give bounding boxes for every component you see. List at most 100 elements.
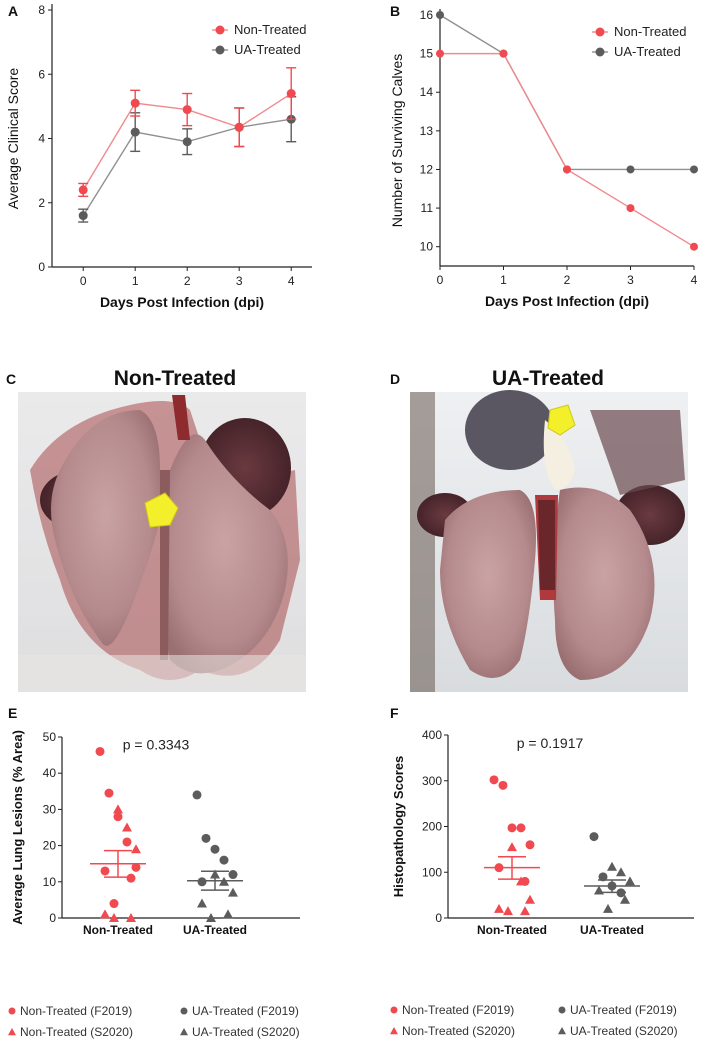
photo-d-letter: D	[390, 371, 400, 387]
y-tick-label: 14	[420, 85, 434, 99]
data-point-f2019	[100, 866, 110, 876]
photo-d: D UA-Treated	[390, 367, 688, 692]
x-tick-label: 4	[691, 273, 698, 287]
data-point-s2020	[616, 867, 626, 877]
y-axis-label: Average Clinical Score	[5, 68, 21, 210]
chart-f: 0 100 200 300 400 Histopathology Scores p = 0.…	[390, 728, 694, 1038]
legend-marker	[558, 1006, 566, 1014]
x-tick-label: 0	[437, 273, 444, 287]
data-point-s2020	[113, 804, 123, 814]
y-axis-label: Number of Surviving Calves	[389, 54, 405, 228]
y-tick-label: 8	[38, 3, 45, 17]
data-point-s2020	[131, 844, 141, 854]
data-point-s2020	[197, 898, 207, 908]
data-point	[436, 11, 444, 19]
data-point	[499, 49, 508, 58]
data-point-s2020	[520, 906, 530, 916]
x-tick-label: 4	[288, 274, 295, 288]
data-point	[130, 127, 140, 137]
data-point-s2020	[109, 913, 119, 922]
legend-label: UA-Treated	[614, 44, 681, 59]
data-point-s2020	[206, 913, 216, 922]
chart-e: 0 10 20 30 40 50 Average Lung Lesions (% Area)…	[8, 730, 300, 1039]
data-point-s2020	[122, 822, 132, 832]
data-point-s2020	[507, 842, 517, 852]
data-point	[690, 242, 698, 251]
data-point-s2020	[223, 909, 233, 919]
photo-d-title: UA-Treated	[492, 367, 604, 390]
photo-c: C Non-Treated	[6, 367, 306, 692]
y-tick-label: 0	[49, 911, 56, 925]
y-tick-label: 13	[420, 124, 434, 138]
data-point-f2019	[113, 812, 123, 822]
data-point-s2020	[594, 885, 604, 895]
photo-c-title: Non-Treated	[114, 367, 237, 390]
y-tick-label: 15	[420, 47, 434, 61]
data-point	[182, 105, 192, 115]
legend-marker	[595, 27, 605, 37]
data-point-s2020	[100, 909, 110, 919]
data-point	[436, 49, 444, 58]
data-point-f2019	[219, 855, 229, 865]
category-label: Non-Treated	[83, 923, 153, 937]
data-point-f2019	[192, 790, 202, 800]
x-axis-label: Days Post Infection (dpi)	[100, 294, 264, 310]
y-tick-label: 300	[422, 774, 442, 788]
panel-letter-f: F	[390, 705, 399, 721]
y-axis-label: Average Lung Lesions (% Area)	[10, 730, 25, 925]
legend-label: UA-Treated	[234, 42, 301, 57]
data-point-f2019	[210, 844, 220, 854]
panel-letter-e: E	[8, 705, 17, 721]
data-point-f2019	[104, 788, 114, 798]
legend-marker	[595, 47, 605, 57]
legend-marker	[215, 25, 225, 35]
photo-c-letter: C	[6, 371, 16, 387]
legend-marker	[215, 45, 225, 55]
y-tick-label: 11	[421, 201, 434, 215]
y-tick-label: 10	[420, 240, 434, 254]
category-label: Non-Treated	[477, 923, 547, 937]
y-tick-label: 100	[422, 865, 442, 879]
non-treated-lung-photo	[18, 392, 306, 692]
legend-marker	[180, 1007, 188, 1015]
legend-marker	[8, 1028, 16, 1036]
x-tick-label: 2	[184, 274, 191, 288]
legend-label: Non-Treated	[614, 24, 687, 39]
y-tick-label: 6	[38, 67, 45, 81]
legend-label: Non-Treated (F2019)	[20, 1004, 132, 1018]
x-tick-label: 2	[564, 273, 571, 287]
y-tick-label: 30	[43, 802, 57, 816]
x-tick-label: 3	[627, 273, 634, 287]
data-point-f2019	[228, 870, 238, 880]
series-line-non-treated	[440, 52, 695, 248]
legend-marker	[8, 1007, 16, 1015]
data-point-s2020	[228, 887, 238, 897]
y-tick-label: 200	[422, 820, 442, 834]
y-tick-label: 20	[43, 839, 57, 853]
legend-label: UA-Treated (F2019)	[192, 1004, 299, 1018]
legend-marker	[180, 1028, 188, 1036]
legend-marker	[390, 1006, 398, 1014]
panel-letter-a: A	[8, 3, 18, 19]
legend-label: Non-Treated	[234, 22, 307, 37]
legend-label: Non-Treated (F2019)	[402, 1003, 514, 1017]
x-tick-label: 0	[80, 274, 87, 288]
data-point-f2019	[589, 832, 599, 842]
data-point-s2020	[620, 894, 630, 904]
y-tick-label: 0	[435, 911, 442, 925]
data-point	[626, 204, 635, 213]
data-point-f2019	[201, 833, 211, 843]
data-point-s2020	[503, 906, 513, 916]
data-point-f2019	[516, 823, 526, 833]
data-point	[234, 122, 244, 132]
ua-treated-lung-photo	[410, 390, 688, 692]
y-tick-label: 10	[43, 875, 57, 889]
category-label: UA-Treated	[183, 923, 247, 937]
y-tick-label: 0	[38, 260, 45, 274]
y-tick-label: 400	[422, 728, 442, 742]
legend-label: Non-Treated (S2020)	[402, 1024, 515, 1038]
data-point	[286, 89, 296, 99]
x-tick-label: 1	[132, 274, 139, 288]
panel-letter-b: B	[390, 3, 400, 19]
